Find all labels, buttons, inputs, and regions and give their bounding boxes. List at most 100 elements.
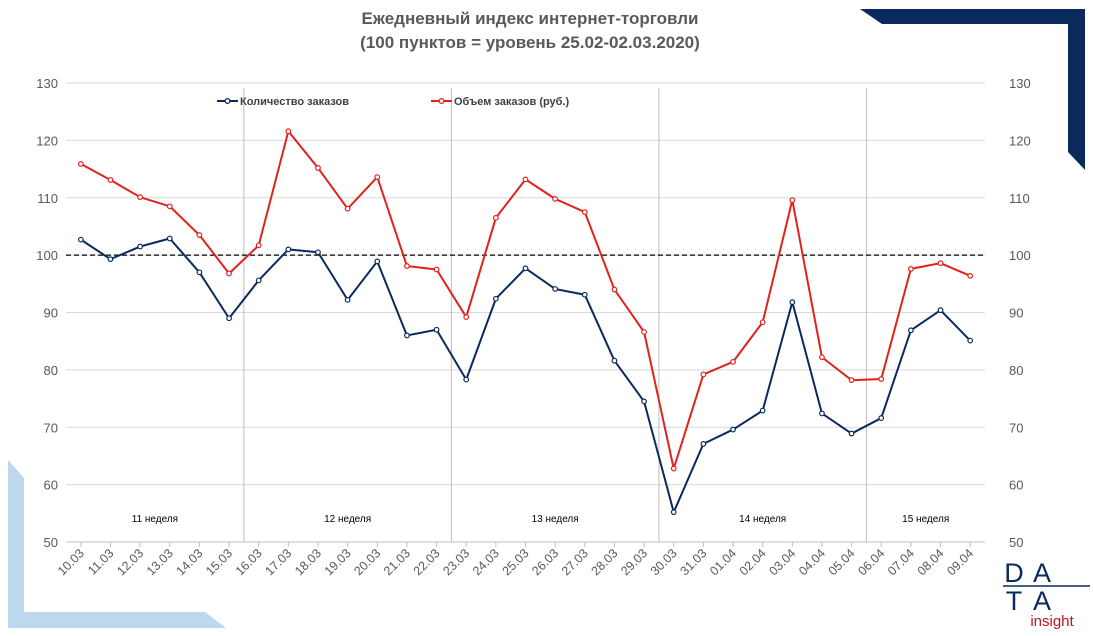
x-tick-label-23.03: 23.03 xyxy=(440,546,472,578)
legend-item-orders-volume: Объем заказов (руб.) xyxy=(431,96,570,108)
legend-label-orders-count: Количество заказов xyxy=(240,96,349,108)
data-point-orders-count-15.03 xyxy=(226,315,232,322)
logo-letter-d: D xyxy=(1004,558,1024,588)
data-point-orders-volume-20.03 xyxy=(374,174,381,180)
x-tick-label-21.03: 21.03 xyxy=(381,546,413,578)
x-tick-label-29.03: 29.03 xyxy=(618,546,650,578)
data-point-orders-volume-12.03 xyxy=(137,194,144,201)
data-point-orders-volume-25.03 xyxy=(522,176,529,183)
x-tick-label-22.03: 22.03 xyxy=(411,546,443,578)
y-tick-right-100: 100 xyxy=(1009,248,1031,263)
legend: Количество заказов Объем заказов (руб.) xyxy=(217,96,570,108)
y-tick-left-80: 80 xyxy=(44,363,58,378)
data-point-orders-volume-13.03 xyxy=(166,203,173,210)
chart-subtitle: (100 пунктов = уровень 25.02-02.03.2020) xyxy=(360,33,700,52)
bottom-left-corner-decoration xyxy=(8,460,226,628)
data-point-orders-volume-31.03 xyxy=(700,371,707,378)
chart-title: Ежедневный индекс интернет-торговли xyxy=(362,9,699,28)
data-point-orders-volume-24.03 xyxy=(492,214,499,221)
week-labels: 11 неделя 12 неделя 13 неделя 14 неделя 15 н… xyxy=(132,514,949,525)
data-point-orders-count-27.03 xyxy=(581,291,588,298)
data-point-orders-count-02.04 xyxy=(759,407,766,414)
x-tick-label-01.04: 01.04 xyxy=(707,546,739,578)
data-point-orders-volume-04.04 xyxy=(819,354,825,361)
data-point-orders-volume-08.04 xyxy=(937,260,944,267)
data-insight-logo: D A T A insight xyxy=(1003,558,1090,630)
data-point-orders-volume-10.03 xyxy=(77,160,84,167)
x-tick-label-04.04: 04.04 xyxy=(796,546,828,578)
week-label-3: 13 неделя xyxy=(532,514,579,525)
series-lines xyxy=(77,128,974,516)
y-tick-right-120: 120 xyxy=(1009,133,1031,148)
data-point-orders-count-05.04 xyxy=(848,430,855,437)
data-point-orders-volume-06.04 xyxy=(878,376,885,382)
y-tick-right-60: 60 xyxy=(1009,478,1023,493)
x-tick-label-30.03: 30.03 xyxy=(648,546,680,578)
y-tick-left-60: 60 xyxy=(44,478,58,493)
data-point-orders-count-01.04 xyxy=(730,426,736,433)
x-tick-label-26.03: 26.03 xyxy=(529,546,561,578)
data-point-orders-count-18.03 xyxy=(315,249,321,256)
x-tick-label-16.03: 16.03 xyxy=(233,546,265,578)
data-point-orders-volume-28.03 xyxy=(611,286,618,293)
x-tick-label-07.04: 07.04 xyxy=(885,546,917,578)
data-point-orders-count-22.03 xyxy=(433,326,440,333)
data-point-orders-volume-03.04 xyxy=(789,197,796,203)
x-tick-label-25.03: 25.03 xyxy=(500,546,532,578)
y-tick-right-90: 90 xyxy=(1009,306,1023,321)
y-tick-left-120: 120 xyxy=(36,133,58,148)
logo-insight-text: insight xyxy=(1030,613,1074,630)
series-line-orders-count xyxy=(80,237,971,514)
week-label-4: 14 неделя xyxy=(739,514,786,525)
data-point-orders-volume-01.04 xyxy=(730,358,736,365)
data-point-orders-count-14.03 xyxy=(196,269,203,276)
data-point-orders-count-24.03 xyxy=(492,295,499,302)
data-point-orders-count-07.04 xyxy=(907,327,914,334)
data-point-orders-volume-30.03 xyxy=(670,465,677,472)
week-label-2: 12 неделя xyxy=(324,514,371,525)
y-tick-left-110: 110 xyxy=(37,191,58,206)
x-tick-label-18.03: 18.03 xyxy=(292,546,324,578)
data-point-orders-count-31.03 xyxy=(700,440,707,447)
x-tick-label-15.03: 15.03 xyxy=(203,546,235,578)
x-tick-label-28.03: 28.03 xyxy=(589,546,621,578)
y-tick-left-90: 90 xyxy=(44,306,58,321)
x-tick-label-03.04: 03.04 xyxy=(766,546,798,578)
data-point-orders-volume-14.03 xyxy=(196,232,203,238)
data-point-orders-count-12.03 xyxy=(137,243,144,250)
x-tick-label-19.03: 19.03 xyxy=(322,546,354,578)
y-tick-right-80: 80 xyxy=(1009,363,1023,378)
week-label-1: 11 неделя xyxy=(132,514,178,525)
x-tick-label-08.04: 08.04 xyxy=(915,546,947,578)
x-tick-label-14.03: 14.03 xyxy=(174,546,206,578)
week-label-5: 15 неделя xyxy=(902,514,949,525)
y-tick-left-100: 100 xyxy=(36,248,58,263)
data-point-orders-volume-27.03 xyxy=(581,209,588,215)
data-point-orders-volume-17.03 xyxy=(285,128,292,135)
data-point-orders-count-26.03 xyxy=(552,286,559,292)
x-tick-label-17.03: 17.03 xyxy=(262,546,294,578)
x-tick-label-12.03: 12.03 xyxy=(114,546,146,578)
legend-item-orders-count: Количество заказов xyxy=(217,96,349,108)
week-separators xyxy=(243,88,867,542)
x-tick-label-31.03: 31.03 xyxy=(677,546,709,578)
logo-letter-a1: A xyxy=(1033,558,1051,588)
x-tick-label-05.04: 05.04 xyxy=(826,546,858,578)
data-point-orders-count-23.03 xyxy=(463,376,470,383)
data-point-orders-volume-19.03 xyxy=(344,205,351,212)
y-tick-left-50: 50 xyxy=(44,535,58,550)
logo-letter-a2: A xyxy=(1033,586,1051,616)
x-tick-label-13.03: 13.03 xyxy=(144,546,176,578)
data-point-orders-volume-07.04 xyxy=(907,265,914,272)
data-point-orders-count-10.03 xyxy=(77,236,84,243)
data-point-orders-count-21.03 xyxy=(404,332,410,339)
gridlines xyxy=(66,82,985,486)
y-tick-right-130: 130 xyxy=(1009,76,1031,91)
y-tick-left-70: 70 xyxy=(44,420,58,435)
x-tick-label-20.03: 20.03 xyxy=(351,546,383,578)
data-point-orders-volume-26.03 xyxy=(552,195,559,202)
x-tick-label-10.03: 10.03 xyxy=(55,546,87,578)
data-point-orders-volume-09.04 xyxy=(967,272,974,279)
data-point-orders-volume-21.03 xyxy=(404,263,410,269)
data-point-orders-volume-05.04 xyxy=(848,377,855,384)
